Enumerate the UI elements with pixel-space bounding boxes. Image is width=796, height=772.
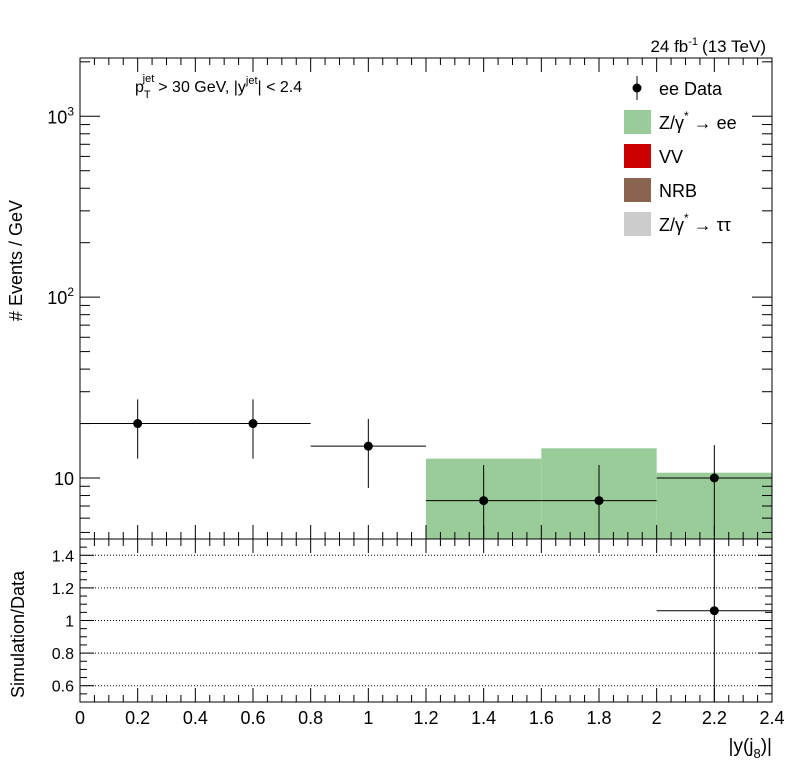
ratio-y-tick-label: 0.6 xyxy=(52,679,74,696)
data-point xyxy=(248,419,258,429)
x-tick-label: 0.8 xyxy=(298,708,323,728)
legend-marker xyxy=(632,83,642,93)
legend-label: VV xyxy=(659,147,683,167)
data-point xyxy=(594,496,604,506)
legend-label: Z/γ* → ee xyxy=(659,109,737,133)
ratio-y-axis-title: Simulation/Data xyxy=(8,570,28,698)
data-point xyxy=(363,441,373,451)
main-y-axis-title: # Events / GeV xyxy=(6,200,26,321)
ratio-y-tick-label: 0.8 xyxy=(52,646,74,663)
legend-swatch xyxy=(624,144,651,168)
legend: ee Data Z/γ* → ee VV NRB Z/γ* → ττ xyxy=(624,76,737,236)
x-tick-label: 1.8 xyxy=(586,708,611,728)
ratio-y-tick-label: 1.4 xyxy=(52,548,74,565)
x-tick-label: 1.6 xyxy=(529,708,554,728)
x-tick-label: 0.4 xyxy=(183,708,208,728)
data-point xyxy=(709,473,719,483)
main-y-tick-label: 10 xyxy=(54,469,74,489)
main-y-tick-label: 103 xyxy=(47,104,74,127)
legend-label: ee Data xyxy=(659,79,723,99)
ratio-point xyxy=(709,606,719,616)
ratio-plot-frame xyxy=(79,538,773,703)
legend-swatch xyxy=(624,178,651,202)
x-tick-label: 1.2 xyxy=(413,708,438,728)
cut-label: pTjet > 30 GeV, |yjet| < 2.4 xyxy=(135,73,302,101)
x-tick-label: 0.2 xyxy=(125,708,150,728)
x-tick-label: 2.2 xyxy=(702,708,727,728)
legend-swatch xyxy=(624,110,651,134)
x-tick-label: 0 xyxy=(75,708,85,728)
luminosity-label: 24 fb-1 (13 TeV) xyxy=(650,36,766,56)
legend-label: NRB xyxy=(659,181,697,201)
legend-label: Z/γ* → ττ xyxy=(659,211,731,235)
x-tick-label: 1.4 xyxy=(471,708,496,728)
data-point xyxy=(479,496,489,506)
data-point xyxy=(133,419,143,429)
x-tick-label: 0.6 xyxy=(240,708,265,728)
x-axis-title: |y(j8)| xyxy=(729,736,772,761)
legend-swatch xyxy=(624,212,651,236)
x-tick-label: 1 xyxy=(363,708,373,728)
ratio-y-tick-label: 1 xyxy=(65,614,74,631)
x-tick-label: 2.4 xyxy=(759,708,784,728)
main-y-tick-label: 102 xyxy=(47,285,74,308)
x-tick-label: 2 xyxy=(652,708,662,728)
ratio-y-tick-label: 1.2 xyxy=(52,581,74,598)
